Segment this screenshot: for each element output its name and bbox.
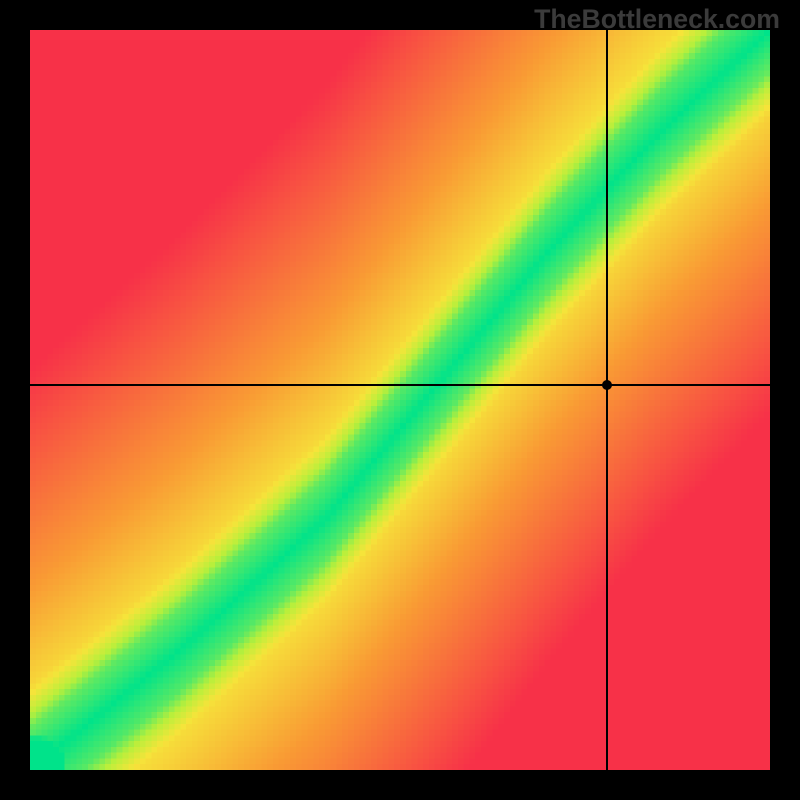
watermark-text: TheBottleneck.com (534, 4, 780, 35)
bottleneck-heatmap (30, 30, 770, 770)
chart-container: TheBottleneck.com (0, 0, 800, 800)
